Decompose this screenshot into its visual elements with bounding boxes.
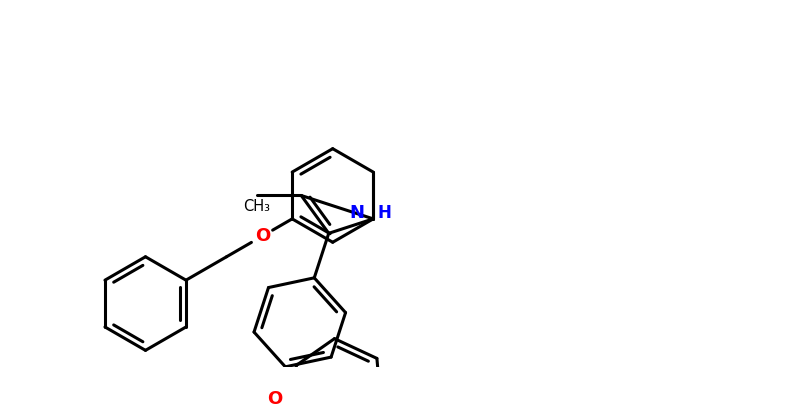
Text: O: O [255,227,271,245]
Text: CH₃: CH₃ [244,199,271,214]
Text: O: O [267,390,282,408]
Text: N: N [350,204,365,222]
Text: H: H [377,204,392,222]
